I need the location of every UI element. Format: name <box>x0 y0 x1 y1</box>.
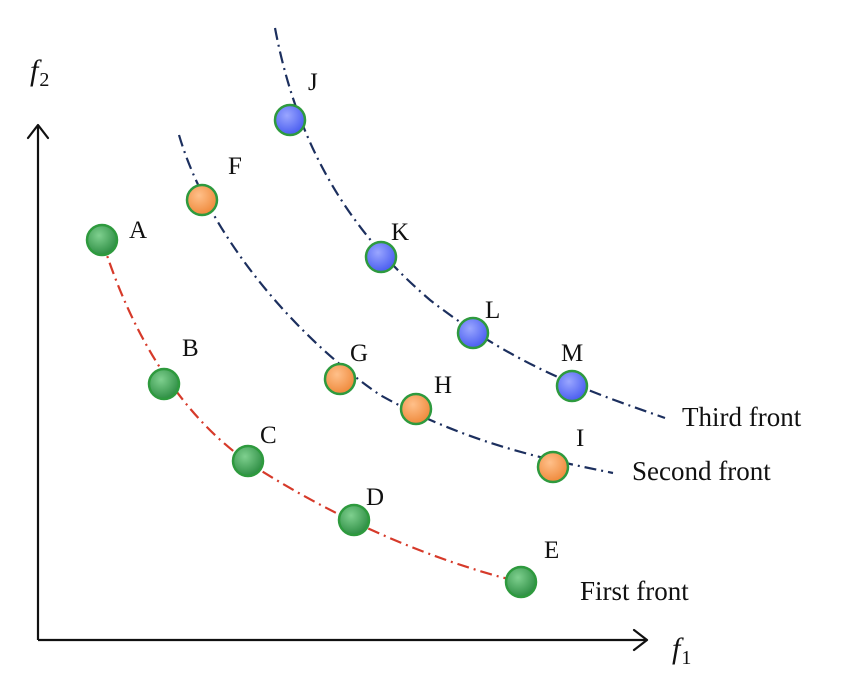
third-front-label: Third front <box>682 402 802 432</box>
point-j <box>273 103 307 137</box>
x-axis-label: f1 <box>672 632 691 669</box>
third-front-curve <box>273 27 666 420</box>
point-i-label: I <box>576 425 584 452</box>
point-l-label: L <box>485 297 500 324</box>
second-front-curve <box>177 134 614 475</box>
x-axis-arrowhead <box>632 628 649 652</box>
point-h <box>399 392 433 426</box>
axes: f1 f2 <box>26 54 691 669</box>
point-d <box>337 503 371 537</box>
point-k <box>364 240 398 274</box>
point-b <box>147 367 181 401</box>
point-c-label: C <box>260 422 277 449</box>
point-k-label: K <box>391 219 409 246</box>
second-front-label: Second front <box>632 456 771 486</box>
point-a-label: A <box>129 217 147 244</box>
point-f-label: F <box>228 153 242 180</box>
point-m-label: M <box>561 340 583 367</box>
point-h-label: H <box>434 372 452 399</box>
point-b-label: B <box>182 335 199 362</box>
y-axis-arrowhead <box>26 123 50 140</box>
first-front-curve <box>100 239 521 584</box>
point-d-label: D <box>366 484 384 511</box>
point-a <box>85 223 119 257</box>
point-j-label: J <box>308 69 318 96</box>
first-front-label: First front <box>580 576 689 606</box>
point-g <box>323 362 357 396</box>
point-g-label: G <box>350 340 368 367</box>
point-m <box>555 369 589 403</box>
point-e <box>504 565 538 599</box>
point-i <box>536 450 570 484</box>
first-front: First front A B C D E <box>85 217 689 606</box>
point-c <box>231 444 265 478</box>
second-front: Second front F G H I <box>177 134 771 486</box>
third-front: Third front J K L M <box>273 27 802 432</box>
point-l <box>456 316 490 350</box>
point-e-label: E <box>544 537 559 564</box>
y-axis-label: f2 <box>30 54 49 91</box>
point-f <box>185 183 219 217</box>
